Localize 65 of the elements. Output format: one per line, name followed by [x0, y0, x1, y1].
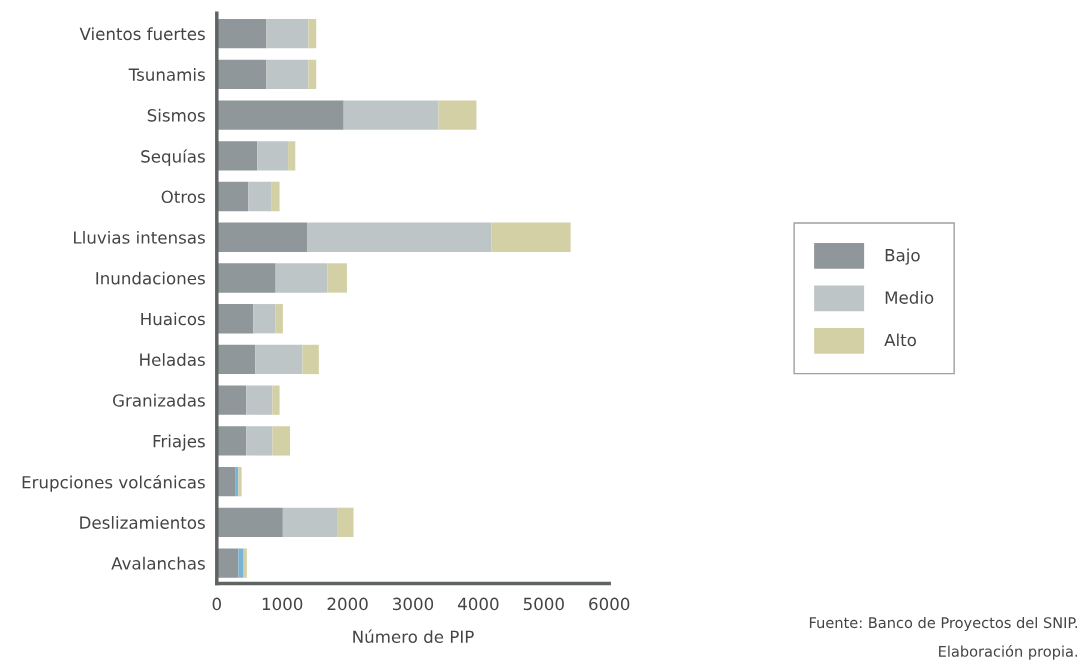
bar — [216, 18, 267, 49]
bar — [271, 181, 280, 212]
x-tick-label: 3000 — [393, 597, 434, 611]
bar — [255, 344, 303, 375]
y-tick-label: Tsunamis — [128, 68, 205, 81]
y-tick-label: Huaicos — [141, 312, 205, 326]
y-tick-label: Deslizamientos — [80, 516, 205, 529]
bar — [216, 59, 267, 90]
x-tick-label: 6000 — [589, 597, 630, 611]
y-tick-label: Granizadas — [113, 393, 205, 407]
x-tick-label: 5000 — [523, 597, 564, 611]
bar — [253, 304, 276, 334]
y-tick-label: Inundaciones — [96, 271, 205, 285]
bar — [216, 548, 239, 578]
bar — [243, 548, 247, 578]
bar — [266, 59, 309, 90]
x-tick-label: 2000 — [327, 597, 368, 611]
bar — [216, 507, 283, 538]
bar — [216, 222, 308, 252]
bar — [248, 181, 272, 212]
bar — [337, 507, 354, 538]
bar — [246, 426, 273, 456]
bar — [438, 100, 477, 130]
x-tick-label: 1000 — [262, 597, 303, 611]
y-tick-label: Vientos fuertes — [79, 27, 205, 41]
x-tick-label: 0 — [212, 597, 221, 611]
bar — [491, 222, 571, 252]
x-tick-label: 4000 — [458, 597, 499, 611]
source-note: Fuente: Banco de Proyectos del SNIP. Elaboración propia. — [809, 616, 1077, 660]
y-tick-label: Otros — [161, 190, 205, 204]
bar — [275, 304, 283, 334]
bar — [216, 344, 256, 375]
bar — [216, 141, 258, 171]
bar — [216, 426, 247, 456]
y-tick-label: Sequías — [141, 149, 205, 166]
y-tick-label: Heladas — [140, 353, 205, 367]
bar — [246, 385, 273, 415]
bar — [272, 426, 291, 456]
bar — [308, 18, 317, 49]
bar — [343, 100, 439, 130]
legend-label: Bajo — [885, 248, 920, 265]
bar — [327, 263, 347, 293]
bar — [257, 141, 289, 171]
legend-label: Alto — [884, 333, 916, 347]
bar — [307, 222, 492, 252]
legend-label: Medio — [885, 290, 934, 304]
bar — [216, 100, 344, 130]
bar — [275, 263, 328, 293]
bar — [302, 344, 319, 375]
bar — [216, 263, 276, 293]
bar — [266, 18, 309, 49]
y-tick-label: Erupciones volcánicas — [22, 474, 205, 492]
bar — [216, 304, 254, 334]
bar — [216, 181, 249, 212]
x-axis-title: Número de PIP — [353, 629, 474, 644]
bar — [288, 141, 296, 171]
y-tick-label: Sismos — [147, 108, 205, 122]
bar — [238, 548, 244, 578]
bar — [272, 385, 280, 415]
bar — [308, 59, 317, 90]
y-tick-label: Avalanchas — [111, 556, 205, 570]
y-tick-label: Friajes — [153, 434, 205, 451]
y-tick-label: Lluvias intensas — [74, 230, 205, 244]
bar — [282, 507, 338, 538]
bar — [216, 385, 247, 415]
